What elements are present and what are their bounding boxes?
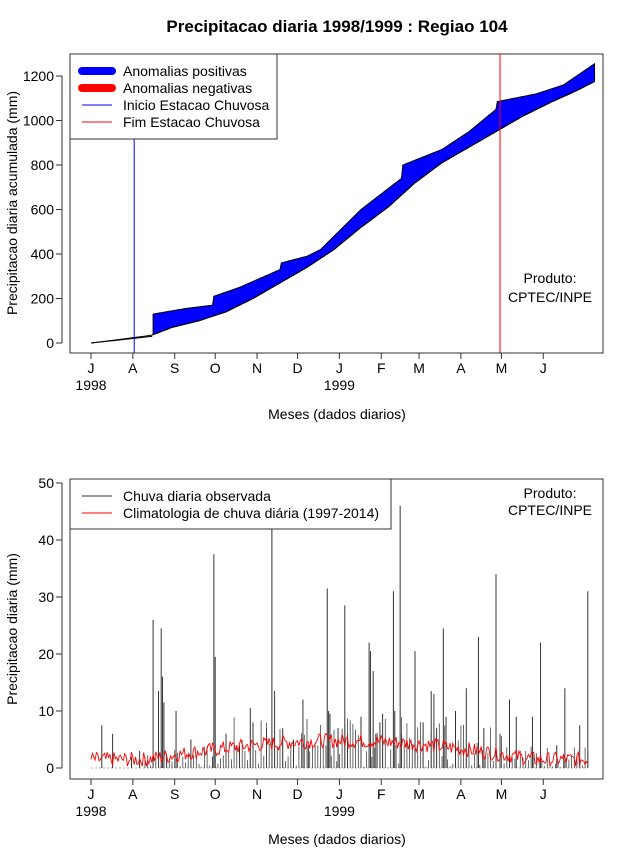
bottom-x-tick-label: J bbox=[540, 786, 547, 802]
top-x-tick-label: J bbox=[540, 360, 547, 376]
bottom-y-tick-label: 40 bbox=[38, 532, 54, 548]
top-annotation-line1: Produto: bbox=[524, 270, 577, 286]
top-x-year-label: 1999 bbox=[324, 377, 355, 393]
bottom-y-tick-label: 10 bbox=[38, 703, 54, 719]
climatology-cumulative-line bbox=[90, 81, 594, 344]
top-x-tick-label: D bbox=[292, 360, 302, 376]
bottom-legend: Chuva diaria observada Climatologia de c… bbox=[82, 488, 379, 521]
bottom-x-tick-label: A bbox=[456, 786, 466, 802]
top-x-tick-label: J bbox=[88, 360, 95, 376]
bottom-x-tick-label: O bbox=[210, 786, 221, 802]
bottom-x-year-label: 1999 bbox=[324, 803, 355, 819]
legend-season-end: Fim Estacao Chuvosa bbox=[123, 114, 260, 130]
bottom-x-tick-label: F bbox=[377, 786, 386, 802]
top-x-tick-label: A bbox=[128, 360, 138, 376]
bottom-y-tick-label: 0 bbox=[46, 760, 54, 776]
bottom-x-tick-label: A bbox=[128, 786, 138, 802]
top-y-tick-label: 600 bbox=[31, 202, 55, 218]
bottom-x-tick-label: J bbox=[336, 786, 343, 802]
bottom-plot-marks bbox=[90, 500, 589, 769]
bottom-x-tick-label: N bbox=[252, 786, 262, 802]
bottom-y-axis-label: Precipitacao diaria (mm) bbox=[4, 553, 20, 705]
top-legend: Anomalias positivas Anomalias negativas … bbox=[78, 63, 270, 130]
bottom-y-tick-label: 20 bbox=[38, 646, 54, 662]
top-x-tick-label: S bbox=[170, 360, 179, 376]
top-y-tick-label: 1200 bbox=[23, 68, 54, 84]
top-x-tick-label: N bbox=[252, 360, 262, 376]
top-y-tick-label: 200 bbox=[31, 291, 55, 307]
climatology-daily-line bbox=[90, 732, 589, 767]
bottom-y-tick-label: 30 bbox=[38, 589, 54, 605]
top-y-tick-label: 800 bbox=[31, 157, 55, 173]
top-y-tick-label: 1000 bbox=[23, 113, 54, 129]
bottom-x-tick-label: D bbox=[292, 786, 302, 802]
bottom-x-tick-label: M bbox=[413, 786, 425, 802]
top-x-tick-label: M bbox=[496, 360, 508, 376]
top-x-tick-label: F bbox=[377, 360, 386, 376]
top-annotation-line2: CPTEC/INPE bbox=[508, 289, 592, 305]
top-x-axis-label: Meses (dados diarios) bbox=[268, 406, 406, 422]
chart-title: Precipitacao diaria 1998/1999 : Regiao 1… bbox=[166, 17, 508, 36]
bottom-x-tick-label: M bbox=[496, 786, 508, 802]
bottom-legend-box bbox=[69, 478, 392, 530]
bottom-y-tick-label: 50 bbox=[38, 475, 54, 491]
top-y-axis-label: Precipitacao diaria acumulada (mm) bbox=[4, 91, 20, 315]
legend-observed: Chuva diaria observada bbox=[123, 488, 271, 504]
top-x-tick-label: M bbox=[413, 360, 425, 376]
top-x-tick-label: J bbox=[336, 360, 343, 376]
legend-positive-anomaly: Anomalias positivas bbox=[123, 63, 247, 79]
bottom-x-tick-label: S bbox=[170, 786, 179, 802]
bottom-x-axis-label: Meses (dados diarios) bbox=[268, 831, 406, 847]
top-y-tick-label: 400 bbox=[31, 246, 55, 262]
legend-negative-anomaly: Anomalias negativas bbox=[123, 80, 252, 96]
bottom-x-tick-label: J bbox=[88, 786, 95, 802]
bottom-annotation-line1: Produto: bbox=[524, 485, 577, 501]
top-x-year-label: 1998 bbox=[75, 377, 106, 393]
top-y-tick-label: 0 bbox=[46, 335, 54, 351]
top-x-tick-label: O bbox=[210, 360, 221, 376]
top-x-tick-label: A bbox=[456, 360, 466, 376]
bottom-annotation-line2: CPTEC/INPE bbox=[508, 502, 592, 518]
bottom-x-year-label: 1998 bbox=[75, 803, 106, 819]
legend-season-start: Inicio Estacao Chuvosa bbox=[123, 97, 270, 113]
legend-climatology: Climatologia de chuva diária (1997-2014) bbox=[123, 505, 379, 521]
